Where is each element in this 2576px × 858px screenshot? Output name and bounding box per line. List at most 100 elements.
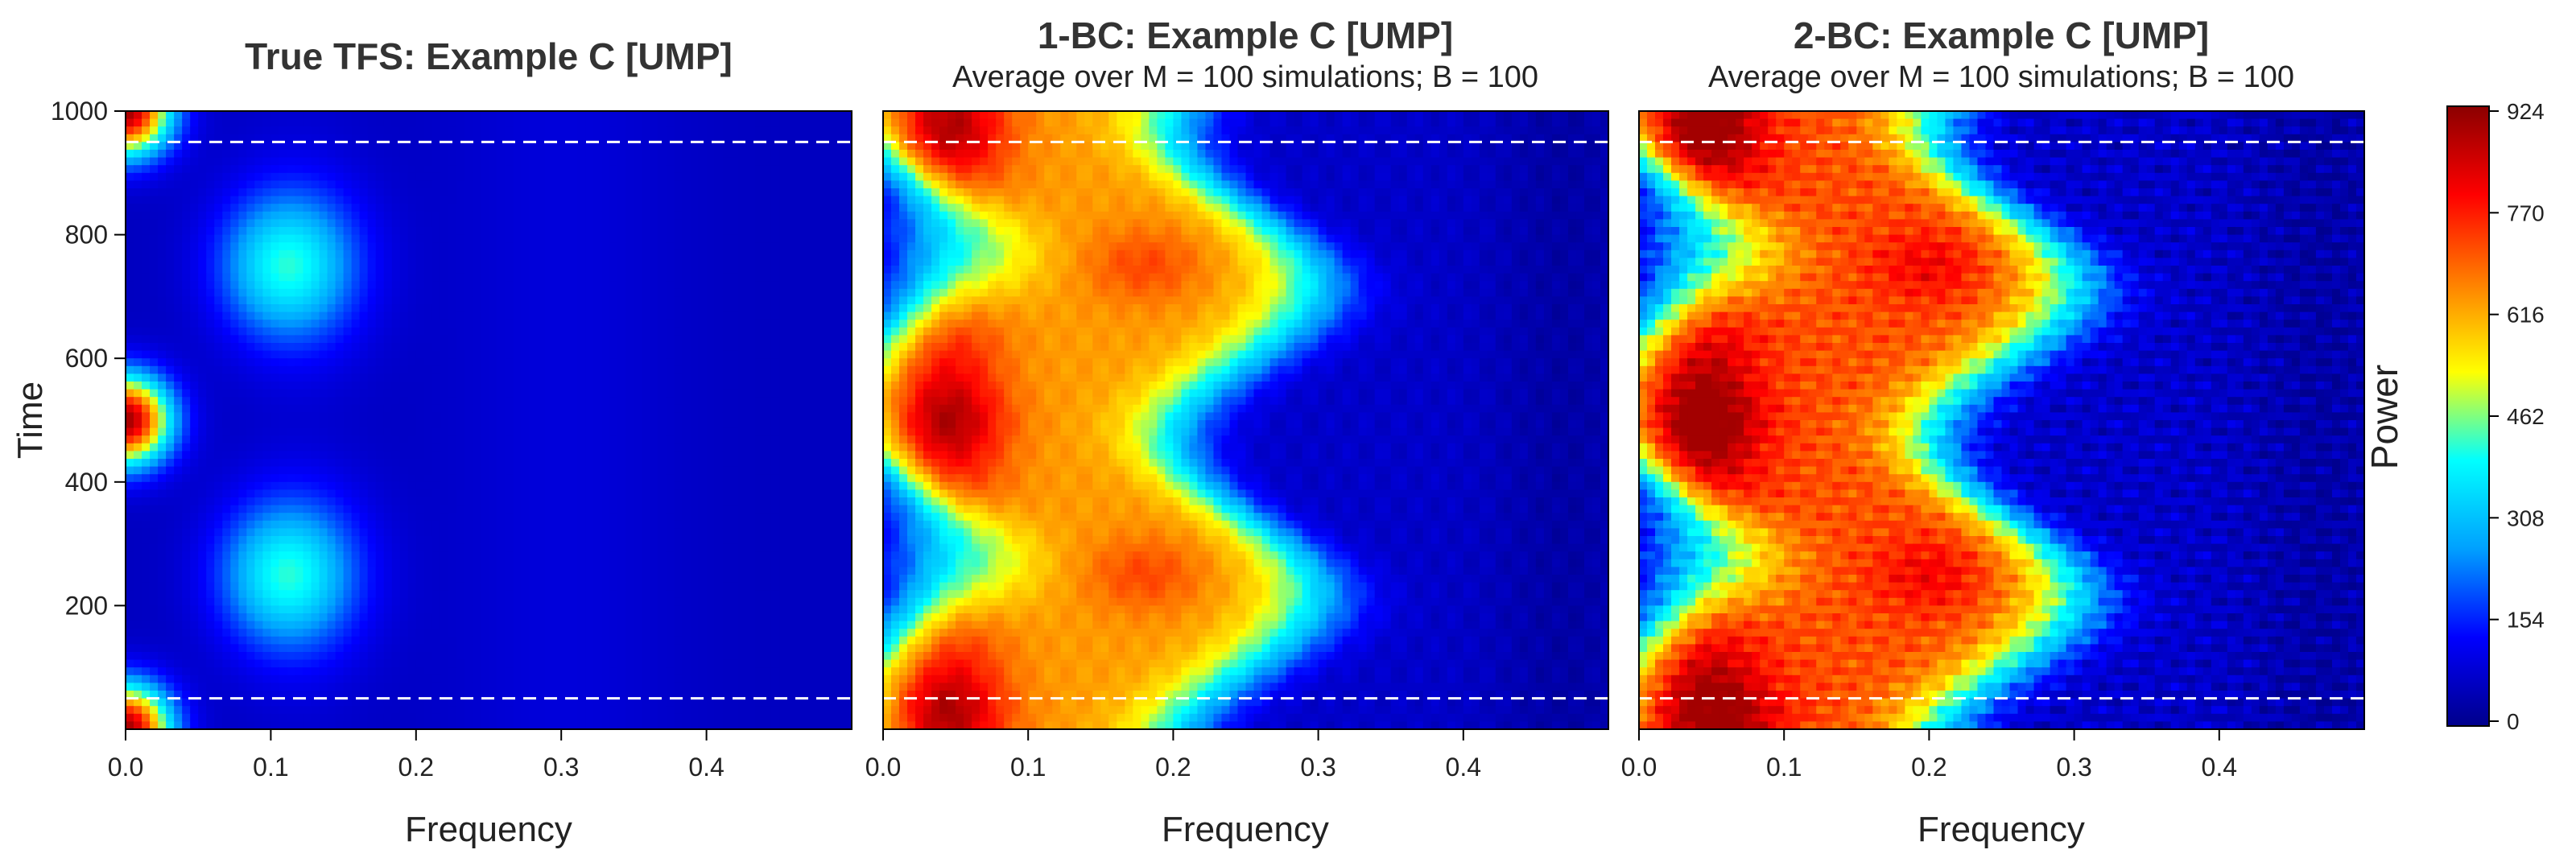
heatmap-cell — [601, 466, 610, 475]
heatmap-cell — [126, 536, 134, 545]
heatmap-cell — [327, 365, 336, 374]
heatmap-cell — [666, 343, 675, 352]
heatmap-cell — [489, 219, 497, 228]
heatmap-cell — [561, 520, 570, 529]
heatmap-cell — [569, 528, 578, 537]
heatmap-cell — [262, 358, 271, 367]
heatmap-cell — [359, 505, 369, 514]
heatmap-cell — [513, 311, 522, 320]
heatmap-cell — [770, 343, 780, 352]
heatmap-cell — [553, 111, 562, 120]
heatmap-cell — [174, 536, 183, 545]
heatmap-cell — [561, 373, 570, 382]
heatmap-cell — [383, 266, 393, 274]
heatmap-cell — [706, 134, 716, 142]
heatmap-cell — [214, 157, 223, 166]
heatmap-cell — [795, 165, 804, 174]
heatmap-cell — [206, 157, 215, 166]
heatmap-cell — [367, 358, 377, 367]
heatmap-cell — [464, 466, 473, 475]
heatmap-cell — [642, 520, 651, 529]
heatmap-cell — [698, 111, 708, 120]
heatmap-cell — [174, 382, 183, 390]
heatmap-cell — [585, 118, 594, 127]
heatmap-cell — [279, 489, 288, 498]
heatmap-cell — [431, 242, 441, 251]
heatmap-cell — [690, 505, 700, 514]
heatmap-cell — [593, 234, 602, 243]
heatmap-cell — [230, 242, 239, 251]
heatmap-cell — [311, 165, 320, 174]
heatmap-cell — [545, 258, 554, 266]
heatmap-cell — [650, 520, 659, 529]
heatmap-cell — [166, 134, 175, 142]
heatmap-cell — [335, 188, 345, 197]
heatmap-cell — [367, 404, 377, 413]
heatmap-cell — [327, 350, 336, 359]
heatmap-cell — [198, 142, 207, 151]
heatmap-cell — [295, 365, 304, 374]
heatmap-cell — [295, 497, 304, 506]
heatmap-cell — [843, 142, 852, 151]
heatmap-cell — [722, 343, 732, 352]
heatmap-cell — [738, 172, 748, 181]
heatmap-cell — [383, 204, 393, 212]
heatmap-cell — [585, 150, 594, 159]
heatmap-cell — [827, 234, 836, 243]
heatmap-cell — [295, 258, 304, 266]
heatmap-cell — [577, 157, 586, 166]
heatmap-cell — [270, 258, 280, 266]
heatmap-cell — [746, 505, 756, 514]
heatmap-cell — [262, 165, 271, 174]
heatmap-cell — [698, 296, 708, 305]
heatmap-cell — [287, 304, 296, 313]
heatmap-cell — [448, 327, 457, 336]
heatmap-cell — [343, 520, 353, 529]
heatmap-cell — [174, 443, 183, 452]
heatmap-cell — [182, 266, 191, 274]
heatmap-cell — [319, 204, 328, 212]
heatmap-cell — [835, 350, 844, 359]
heatmap-cell — [778, 358, 788, 367]
heatmap-cell — [786, 250, 796, 258]
heatmap-cell — [497, 204, 506, 212]
heatmap-cell — [690, 142, 700, 151]
heatmap-cell — [456, 172, 465, 181]
heatmap-cell — [770, 118, 780, 127]
heatmap-cell — [166, 474, 175, 483]
heatmap-cell — [762, 481, 772, 490]
heatmap-cell — [666, 311, 675, 320]
heatmap-cell — [625, 204, 634, 212]
heatmap-cell — [270, 180, 280, 189]
heatmap-cell — [150, 481, 159, 490]
heatmap-cell — [569, 126, 578, 135]
heatmap-cell — [706, 204, 716, 212]
heatmap-cell — [230, 343, 239, 352]
heatmap-cell — [730, 350, 740, 359]
heatmap-cell — [505, 150, 514, 159]
heatmap-cell — [625, 172, 634, 181]
heatmap-cell — [577, 250, 586, 258]
heatmap-cell — [440, 157, 449, 166]
heatmap-cell — [359, 266, 369, 274]
heatmap-cell — [262, 382, 271, 390]
heatmap-cell — [674, 180, 683, 189]
heatmap-cell — [270, 536, 280, 545]
heatmap-cell — [553, 397, 562, 406]
heatmap-cell — [601, 211, 610, 220]
heatmap-cell — [399, 382, 409, 390]
heatmap-cell — [497, 389, 506, 398]
heatmap-cell — [295, 311, 304, 320]
heatmap-cell — [634, 513, 643, 522]
heatmap-cell — [375, 528, 385, 537]
heatmap-cell — [714, 211, 724, 220]
heatmap-cell — [166, 188, 175, 197]
heatmap-cell — [537, 219, 546, 228]
heatmap-cell — [746, 134, 756, 142]
heatmap-cell — [391, 180, 401, 189]
heatmap-cell — [714, 435, 724, 444]
heatmap-cell — [190, 165, 199, 174]
heatmap-cell — [399, 126, 409, 135]
heatmap-cell — [375, 227, 385, 236]
heatmap-cell — [682, 365, 691, 374]
